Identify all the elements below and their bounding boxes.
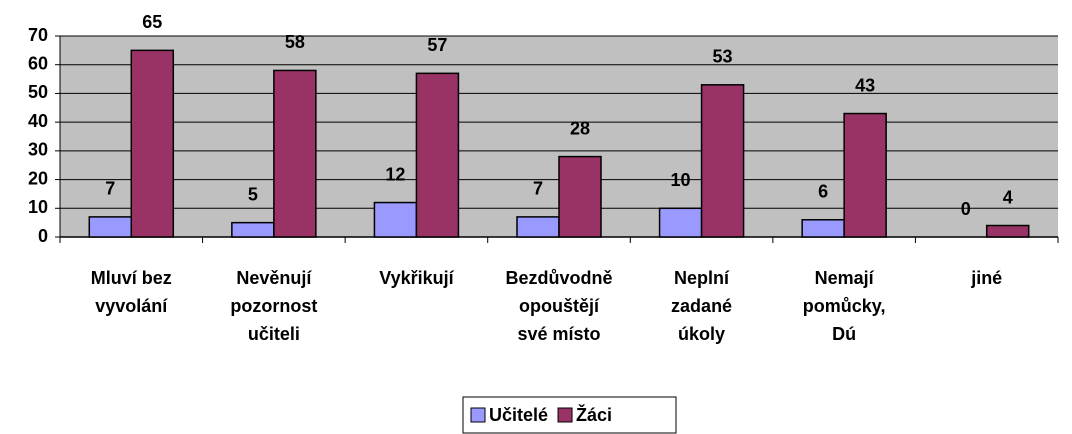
- x-tick-label-box: jiné: [971, 268, 1003, 288]
- y-tick-label: 70: [28, 25, 48, 45]
- bar: [415, 72, 460, 238]
- x-tick-label-box: Nevěnují pozornost učiteli: [230, 268, 318, 344]
- data-label: 6: [818, 182, 828, 202]
- x-tick-label: jiné: [971, 268, 1003, 288]
- x-tick-label-box: Neplní zadané úkoly: [671, 268, 733, 344]
- y-tick-label: 60: [28, 53, 48, 73]
- x-tick-label: Bezdůvodně opouštějí své místo: [505, 268, 613, 344]
- bar: [658, 207, 703, 238]
- bar: [516, 216, 560, 238]
- x-tick-label: Nemají pomůcky, Dú: [802, 268, 886, 344]
- bar: [88, 216, 133, 238]
- x-tick-label: Vykřikují: [379, 268, 454, 288]
- y-tick-label: 10: [28, 197, 48, 217]
- y-tick-label: 50: [28, 82, 48, 102]
- bar: [801, 219, 845, 238]
- legend-label: Žáci: [576, 404, 612, 425]
- bar: [985, 224, 1030, 238]
- x-tick-label: Nevěnují pozornost učiteli: [230, 268, 318, 344]
- data-label: 28: [570, 118, 590, 138]
- x-tick-label-box: Mluví bez vyvolání: [90, 268, 172, 316]
- x-tick-label: Mluví bez vyvolání: [90, 268, 172, 316]
- legend-label: Učitelé: [489, 405, 548, 425]
- legend-swatch: [470, 407, 486, 423]
- bar: [843, 112, 887, 238]
- bar: [373, 201, 418, 238]
- bar: [231, 221, 275, 238]
- bar: [130, 49, 175, 238]
- data-label: 65: [142, 12, 162, 32]
- legend-swatch: [557, 407, 573, 423]
- data-label: 7: [105, 179, 115, 199]
- x-tick-label-box: Vykřikují: [379, 268, 454, 288]
- data-label: 58: [285, 32, 305, 52]
- bar: [273, 69, 317, 238]
- data-label: 10: [671, 170, 691, 190]
- data-label: 7: [533, 179, 543, 199]
- x-tick-label-box: Bezdůvodně opouštějí své místo: [505, 268, 613, 344]
- data-label: 4: [1003, 187, 1013, 207]
- y-tick-label: 20: [28, 168, 48, 188]
- data-label: 5: [248, 184, 258, 204]
- data-label: 12: [385, 164, 405, 184]
- y-tick-label: 0: [38, 226, 48, 246]
- x-tick-label-box: Nemají pomůcky, Dú: [802, 268, 886, 344]
- bar: [558, 155, 602, 238]
- y-tick-label: 40: [28, 111, 48, 131]
- data-label: 0: [961, 199, 971, 219]
- data-label: 43: [855, 75, 875, 95]
- y-tick-label: 30: [28, 140, 48, 160]
- x-tick-label: Neplní zadané úkoly: [671, 268, 733, 344]
- data-label: 57: [427, 35, 447, 55]
- data-label: 53: [713, 47, 733, 67]
- bar: [700, 84, 745, 238]
